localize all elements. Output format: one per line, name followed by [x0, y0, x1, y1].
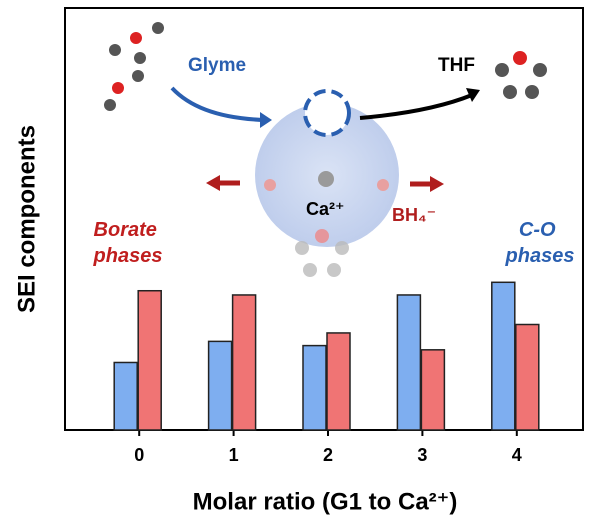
bar	[113, 361, 138, 431]
x-tick-label: 4	[512, 445, 522, 465]
x-tick-label: 2	[323, 445, 333, 465]
x-tick-label: 3	[417, 445, 427, 465]
bar	[326, 332, 351, 431]
annotation: THF	[438, 55, 475, 76]
annotation: BH₄⁻	[392, 205, 436, 225]
x-axis-label: Molar ratio (G1 to Ca²⁺)	[193, 488, 458, 515]
annotation: Ca²⁺	[306, 199, 345, 219]
bar	[207, 340, 233, 431]
bar	[302, 344, 327, 431]
bar	[231, 294, 257, 431]
annotation: Glyme	[188, 55, 246, 76]
series-label: C-O phases	[505, 219, 575, 267]
illustration	[104, 22, 547, 277]
bar	[396, 294, 422, 431]
bar	[491, 281, 516, 431]
bar	[420, 349, 446, 431]
bar	[137, 289, 162, 431]
y-axis-label: SEI components	[13, 125, 40, 313]
x-tick-label: 0	[134, 445, 144, 465]
bar	[515, 323, 540, 431]
x-tick-label: 1	[229, 445, 239, 465]
series-label: Borate phases	[93, 219, 163, 267]
